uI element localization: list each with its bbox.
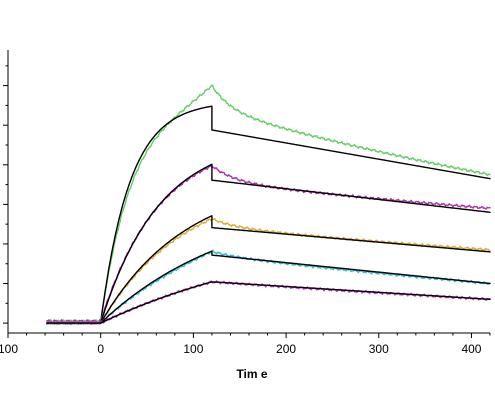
fit-curve (46, 250, 491, 324)
series-group (46, 84, 491, 326)
x-axis-title: Tim e (236, 367, 267, 381)
fit-curve (46, 163, 491, 324)
sensorgram-curve (46, 84, 491, 324)
x-tick-label: 0 (97, 342, 104, 356)
fit-curve (46, 281, 491, 324)
axes (7, 50, 490, 334)
fit-curve (46, 215, 491, 324)
ticks: 100 0 100 200 300 400 (0, 65, 491, 356)
x-tick-label: 200 (276, 342, 296, 356)
x-tick-label: 300 (369, 342, 389, 356)
x-tick-label: 100 (0, 342, 18, 356)
sensorgram-curve (46, 217, 491, 326)
x-tick-label: 100 (183, 342, 203, 356)
fit-curve (46, 105, 491, 324)
x-tick-label: 400 (461, 342, 481, 356)
